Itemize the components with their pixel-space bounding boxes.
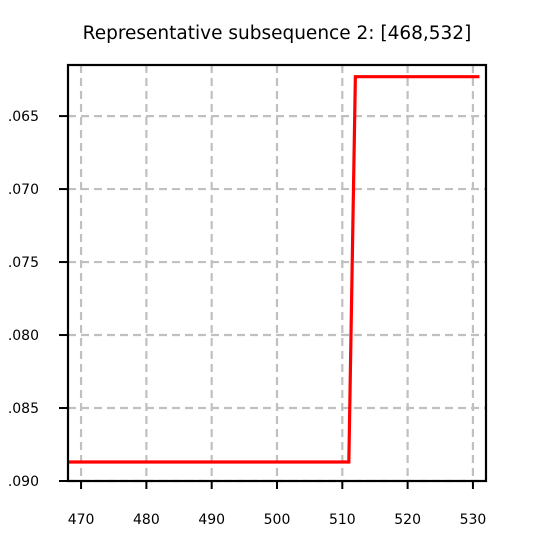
x-tick-label: 520 [394, 512, 421, 528]
y-tick-label: .065 [8, 109, 39, 125]
series-line [68, 75, 480, 464]
x-tick-label: 530 [460, 512, 487, 528]
x-tick-label: 490 [198, 512, 225, 528]
x-tick-label: 470 [68, 512, 95, 528]
y-tick-label: .085 [8, 401, 39, 417]
y-tick-label: .080 [8, 328, 39, 344]
chart-title: Representative subsequence 2: [468,532] [83, 23, 472, 44]
x-tick-label: 480 [133, 512, 160, 528]
x-tick-label: 500 [264, 512, 291, 528]
y-tick-label: .075 [8, 255, 39, 271]
x-axis: 470 480 490 500 510 520 530 [68, 481, 487, 528]
y-tick-label: .070 [8, 182, 39, 198]
grid [68, 65, 486, 483]
x-tick-label: 510 [329, 512, 356, 528]
y-tick-label: .090 [8, 474, 39, 490]
series-layer [68, 75, 480, 464]
y-axis: .065 .070 .075 .080 .085 .090 [8, 109, 68, 490]
